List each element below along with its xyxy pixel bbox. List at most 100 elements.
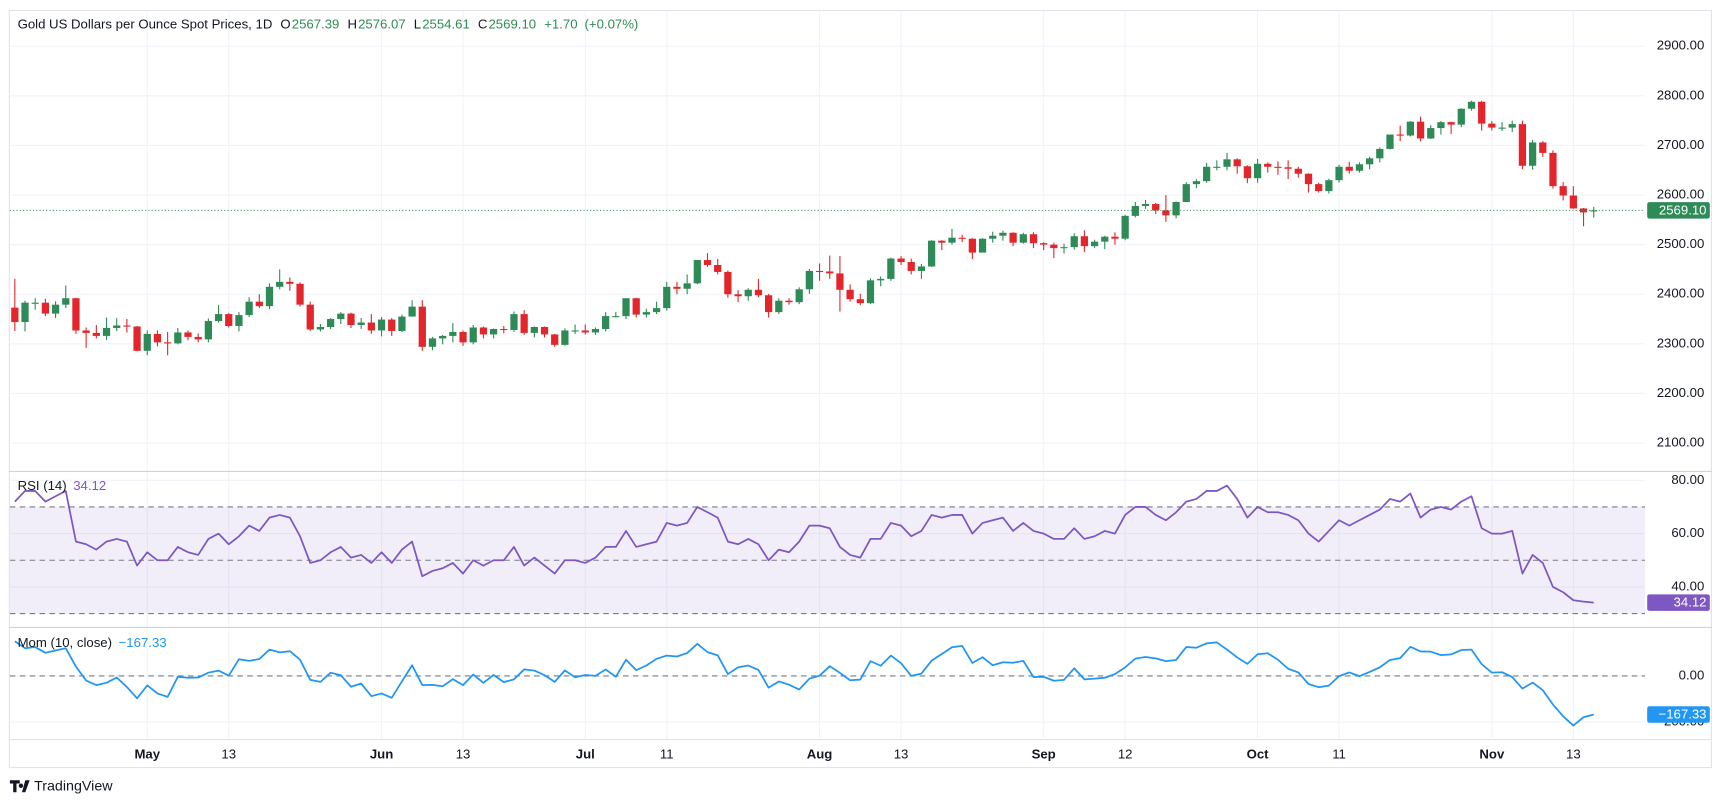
- rsi-legend: RSI (14) 34.12: [18, 478, 107, 493]
- candle-body: [459, 331, 467, 343]
- candle-body: [1213, 166, 1221, 168]
- chart-legend: Gold US Dollars per Ounce Spot Prices, 1…: [18, 17, 639, 32]
- candle-body: [1590, 210, 1598, 212]
- candle-body: [673, 286, 681, 289]
- x-tick-label: Jul: [576, 746, 595, 761]
- candle-body: [571, 330, 579, 332]
- candle-body: [1549, 152, 1557, 187]
- candle-body: [856, 299, 864, 304]
- candle-body: [764, 295, 773, 313]
- candle-body: [1172, 201, 1180, 216]
- candle-body: [887, 258, 895, 279]
- candle-body: [1457, 108, 1465, 125]
- candle-body: [11, 307, 19, 323]
- candle-body: [561, 330, 569, 345]
- candle-body: [551, 334, 559, 345]
- candle-body: [866, 280, 875, 304]
- x-tick-label: Nov: [1479, 746, 1505, 761]
- candle-body: [1253, 163, 1262, 179]
- x-tick-label: 11: [660, 746, 674, 761]
- candle-body: [744, 289, 752, 297]
- candle-body: [1029, 234, 1038, 244]
- x-tick-label: 11: [1332, 746, 1346, 761]
- candle-body: [388, 319, 396, 331]
- candle-body: [418, 306, 426, 347]
- candle-body: [184, 332, 192, 337]
- candle-body: [174, 332, 182, 344]
- candle-body: [1539, 142, 1547, 153]
- candle-body: [1304, 173, 1313, 185]
- candle-body: [1427, 128, 1435, 139]
- logo-mark: [9, 780, 30, 793]
- candle-body: [805, 270, 813, 290]
- candle-body: [663, 286, 671, 309]
- candle-body: [1528, 142, 1537, 166]
- candle-body: [21, 302, 29, 323]
- candle-body: [785, 300, 793, 303]
- mom-value: −167.33: [119, 635, 167, 650]
- candle-body: [1335, 166, 1343, 181]
- candle-body: [714, 264, 722, 272]
- last-price-label-box: [1647, 202, 1710, 219]
- legend-key: L: [414, 17, 421, 32]
- candle-body: [826, 271, 834, 274]
- x-tick-label: 13: [221, 746, 236, 761]
- candle-body: [693, 260, 701, 284]
- y-tick-label: 2400.00: [1657, 286, 1705, 301]
- candle-body: [255, 301, 263, 307]
- candle-body: [795, 289, 803, 303]
- legend-key: H: [347, 17, 357, 32]
- candle-body: [1070, 236, 1078, 248]
- x-tick-label: Sep: [1032, 746, 1056, 761]
- candle-body: [1009, 232, 1017, 243]
- candle-body: [1162, 210, 1170, 216]
- logo-text: TradingView: [34, 779, 113, 795]
- candle-body: [1437, 122, 1445, 129]
- legend-key: C: [478, 17, 488, 32]
- candle-body: [917, 266, 926, 271]
- candle-body: [1090, 241, 1099, 247]
- legend-value: 2576.07: [358, 17, 406, 32]
- candle-body: [948, 237, 956, 243]
- candle-body: [897, 258, 905, 263]
- candle-body: [428, 338, 437, 347]
- candle-body: [204, 321, 213, 340]
- rsi-title: RSI (14): [18, 478, 67, 493]
- mom-title: Mom (10, close): [18, 635, 112, 650]
- candle-body: [194, 336, 202, 340]
- y-tick-label: 2700.00: [1657, 137, 1705, 152]
- candle-body: [1192, 181, 1201, 185]
- candle-body: [1233, 159, 1241, 167]
- candle-body: [958, 237, 966, 239]
- candle-body: [683, 283, 691, 289]
- candle-body: [1396, 134, 1404, 136]
- candle-body: [1121, 215, 1129, 239]
- candle-body: [846, 289, 854, 300]
- y-tick-label: 2600.00: [1657, 187, 1705, 202]
- candle-body: [1416, 121, 1425, 139]
- legend-value: 2567.39: [292, 17, 340, 32]
- candle-body: [652, 308, 661, 313]
- candle-body: [1559, 186, 1567, 196]
- candle-body: [62, 298, 70, 305]
- candle-body: [754, 289, 763, 296]
- x-tick-label: Oct: [1247, 746, 1270, 761]
- candle-body: [999, 232, 1007, 236]
- candle-body: [1376, 148, 1384, 159]
- candle-body: [1080, 236, 1089, 247]
- candle-body: [1040, 243, 1048, 245]
- candle-body: [398, 316, 406, 331]
- legend-value: 2569.10: [488, 17, 536, 32]
- candle-body: [1141, 203, 1150, 206]
- indicator-line: [14, 640, 1594, 727]
- candle-body: [510, 314, 518, 330]
- candle-body: [612, 316, 620, 318]
- legend-key: O: [280, 17, 290, 32]
- x-tick-label: May: [134, 746, 160, 761]
- candle-body: [1152, 203, 1160, 211]
- candle-body: [1467, 101, 1476, 109]
- y-tick-label: 2300.00: [1657, 335, 1705, 350]
- candle-body: [1508, 124, 1516, 128]
- candle-body: [815, 270, 824, 273]
